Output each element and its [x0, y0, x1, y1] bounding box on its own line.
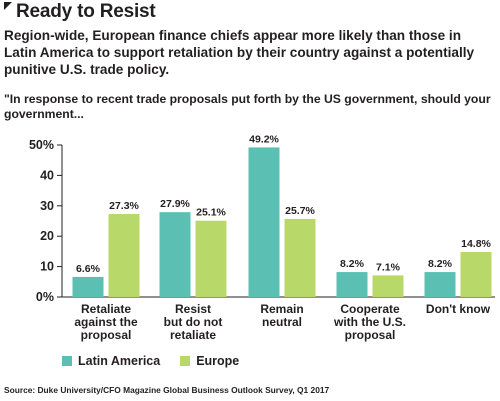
bar-value-label: 7.1% — [376, 261, 401, 273]
legend-label-europe: Europe — [196, 354, 240, 368]
title-marker-icon — [4, 2, 12, 10]
source-note: Source: Duke University/CFO Magazine Glo… — [4, 385, 330, 395]
legend-label-latin-america: Latin America — [78, 354, 161, 368]
bar-latin-america — [336, 272, 368, 297]
x-category-label: Don't know — [426, 302, 491, 316]
bar-value-label: 27.9% — [160, 198, 190, 210]
legend-item-latin-america: Latin America — [62, 354, 160, 368]
y-tick-label: 0% — [36, 290, 54, 304]
y-tick-label: 10 — [40, 260, 54, 274]
bar-latin-america — [72, 276, 104, 297]
y-tick-label: 30 — [40, 199, 54, 213]
x-category-label: Resist but do not retaliate — [164, 302, 223, 342]
bar-latin-america — [159, 212, 191, 297]
y-tick-label: 40 — [40, 168, 54, 182]
bar-latin-america — [424, 272, 456, 297]
bar-value-label: 8.2% — [428, 258, 453, 270]
bar-value-label: 14.8% — [461, 238, 491, 250]
bar-value-label: 25.1% — [196, 207, 226, 219]
legend-item-europe: Europe — [180, 354, 239, 368]
bar-europe — [372, 275, 404, 297]
bar-value-label: 25.7% — [285, 205, 315, 217]
bar-latin-america — [248, 147, 280, 297]
x-category-label: Cooperate with the U.S. proposal — [333, 302, 406, 342]
y-tick-label: 50% — [29, 138, 54, 152]
legend-swatch-europe — [180, 356, 191, 366]
x-category-label: Retaliate against the proposal — [74, 302, 138, 342]
bar-value-label: 49.2% — [249, 133, 279, 145]
bar-europe — [195, 220, 227, 297]
chart-title: Ready to Resist — [16, 1, 156, 22]
bar-value-label: 6.6% — [76, 263, 101, 275]
bar-value-label: 27.3% — [109, 200, 139, 212]
bar-value-label: 8.2% — [340, 258, 365, 270]
chart-subtitle: Region-wide, European finance chiefs app… — [4, 28, 475, 77]
chart-legend: Latin America Europe — [62, 354, 259, 368]
survey-question: "In response to recent trade proposals p… — [4, 92, 491, 121]
bar-europe — [284, 218, 316, 297]
bar-europe — [460, 252, 492, 297]
bar-europe — [108, 214, 140, 297]
y-tick-label: 20 — [40, 229, 54, 243]
x-category-label: Remain neutral — [260, 302, 303, 329]
legend-swatch-latin-america — [62, 356, 72, 366]
